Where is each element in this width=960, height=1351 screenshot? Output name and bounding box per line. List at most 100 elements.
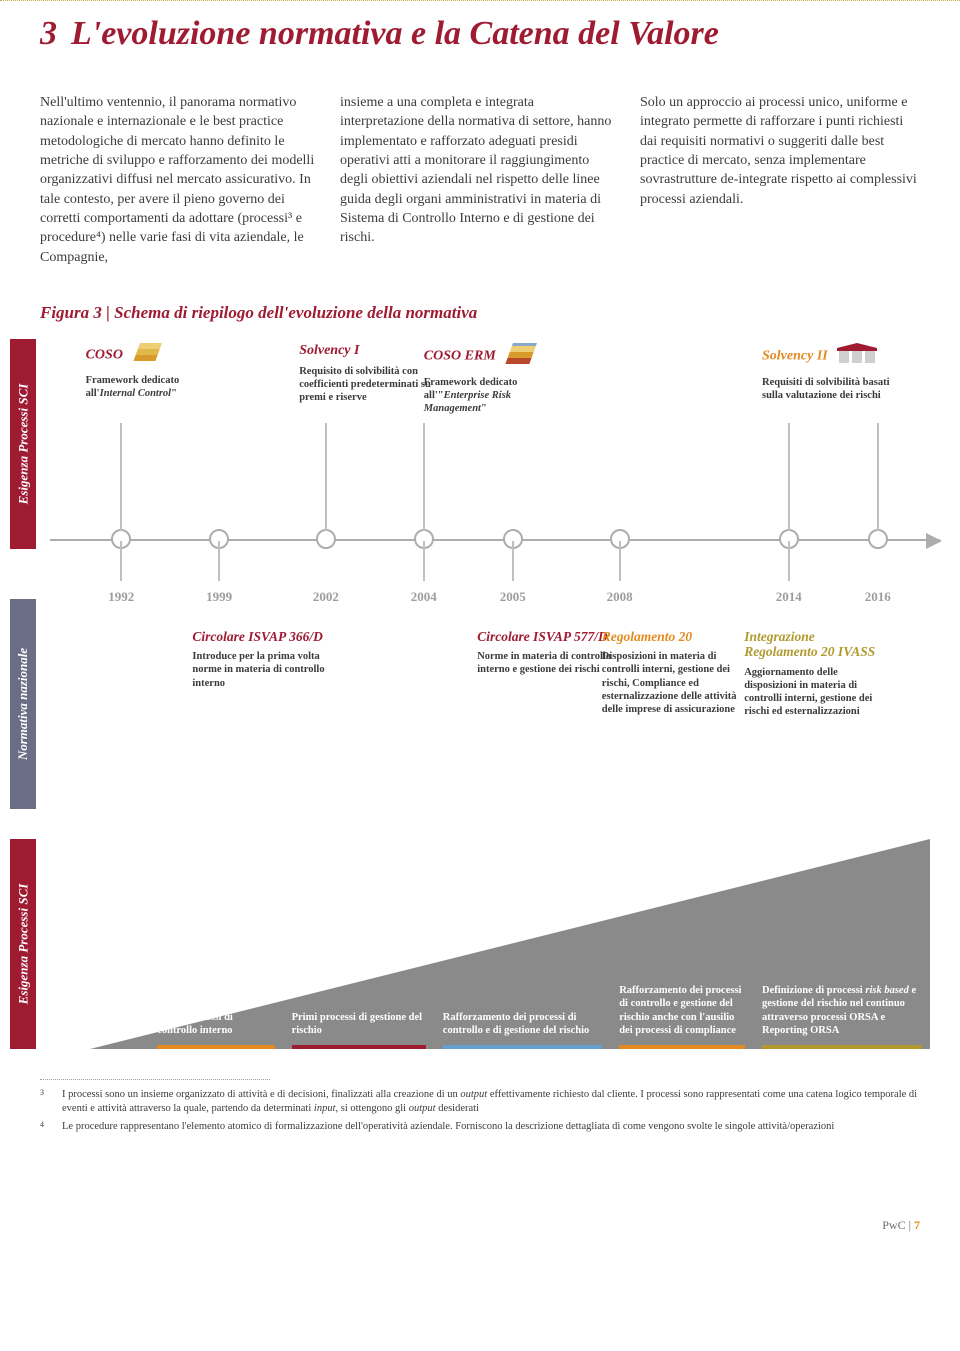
wedge-caption: Definizione di processi risk based e ges…: [762, 984, 922, 1037]
footnote-text: I processi sono un insieme organizzato d…: [62, 1088, 920, 1116]
timeline-tick: [209, 529, 229, 549]
wedge-underline: [619, 1045, 745, 1049]
side-label-top: Esigenza Processi SCI: [10, 339, 36, 549]
top-rule: [0, 0, 960, 1]
tick-stem-up: [788, 423, 790, 531]
page-title: L'evoluzione normativa e la Catena del V…: [71, 15, 719, 53]
timeline-row-international: COSO Framework dedicato all'Internal Con…: [50, 339, 940, 559]
footnote-number: 3: [40, 1088, 50, 1116]
timeline-year: 2004: [411, 589, 437, 605]
side-label-mid-text: Normativa nazionale: [15, 648, 31, 760]
top-item: COSO ERM Framework dedicato all'"Enterpr…: [424, 343, 564, 415]
footer-brand: PwC: [882, 1218, 905, 1232]
national-item: Circolare ISVAP 577/D Norme in materia di…: [477, 629, 612, 677]
top-item-title: COSO ERM: [424, 343, 564, 370]
timeline-diagram: Esigenza Processi SCI Normativa nazional…: [10, 339, 950, 1059]
timeline-tick: [610, 529, 630, 549]
side-label-bot-text: Esigenza Processi SCI: [15, 883, 31, 1004]
timeline-year: 2005: [500, 589, 526, 605]
axis-line: [50, 539, 940, 541]
national-item: Integrazione Regolamento 20 IVASS Aggiorn…: [744, 629, 879, 719]
page-title-row: 3 L'evoluzione normativa e la Catena del…: [0, 11, 960, 77]
timeline-year: 2008: [607, 589, 633, 605]
national-item: Circolare ISVAP 366/D Introduce per la pr…: [192, 629, 327, 690]
top-item-desc: Requisito di solvibilità con coefficient…: [299, 365, 439, 404]
page-footer: PwC | 7: [0, 1138, 960, 1233]
footnote-row: 4 Le procedure rappresentano l'elemento a…: [40, 1120, 920, 1134]
footnote-row: 3 I processi sono un insieme organizzato …: [40, 1088, 920, 1116]
years-row: 1992 1999 2002 2004 2005 2008 2014 2016: [50, 589, 940, 609]
top-item-title: Solvency II: [762, 343, 902, 370]
timeline-year: 2014: [776, 589, 802, 605]
tick-stem-down: [120, 541, 122, 581]
top-item-title: COSO: [86, 343, 226, 368]
timeline-year: 2002: [313, 589, 339, 605]
timeline-tick: [868, 529, 888, 549]
national-desc: Norme in materia di controllo interno e …: [477, 650, 612, 676]
timeline-year: 1999: [206, 589, 232, 605]
side-label-mid: Normativa nazionale: [10, 599, 36, 809]
tick-stem-up: [120, 423, 122, 531]
timeline-year: 1992: [108, 589, 134, 605]
wedge-underline: [157, 1045, 275, 1049]
timeline-tick: [503, 529, 523, 549]
footnotes-mount: 3 I processi sono un insieme organizzato …: [40, 1088, 920, 1135]
tick-stem-up: [325, 423, 327, 531]
timeline-tick: [316, 529, 336, 549]
national-desc: Disposizioni in materia di controlli int…: [602, 650, 737, 716]
footnotes: 3 I processi sono un insieme organizzato …: [0, 1079, 960, 1135]
national-title: Integrazione Regolamento 20 IVASS: [744, 629, 879, 660]
top-item: COSO Framework dedicato all'Internal Con…: [86, 343, 226, 400]
wedge-caption: Rafforzamento dei processi di controllo …: [619, 984, 745, 1037]
footnote-rule: [40, 1079, 270, 1080]
wedge-underline: [762, 1045, 922, 1049]
national-title: Regolamento 20: [602, 629, 737, 645]
wedge-underline: [292, 1045, 426, 1049]
tick-stem-down: [512, 541, 514, 581]
tick-stem-down: [423, 541, 425, 581]
national-desc: Introduce per la prima volta norme in ma…: [192, 650, 327, 689]
figure-caption: Figura 3 | Schema di riepilogo dell'evol…: [0, 295, 960, 339]
stack-icon: [505, 343, 541, 370]
stack-icon: [132, 343, 166, 368]
top-item: Solvency II Requisiti di solvibilità bas…: [762, 343, 902, 402]
top-item: Solvency I Requisito di solvibilità con …: [299, 343, 439, 404]
top-item-desc: Requisiti di solvibilità basati sulla va…: [762, 376, 902, 402]
timeline-row-national: Circolare ISVAP 366/D Introduce per la pr…: [50, 619, 940, 859]
building-icon: [837, 343, 877, 370]
top-item-title: Solvency I: [299, 343, 439, 359]
top-item-desc: Framework dedicato all'Internal Control": [86, 374, 226, 400]
top-item-desc: Framework dedicato all'"Enterprise Risk …: [424, 376, 564, 415]
wedge-shape: Primi processi di controllo interno Primi…: [90, 839, 930, 1049]
footnote-number: 4: [40, 1120, 50, 1134]
tick-stem-up: [423, 423, 425, 531]
axis-arrow-icon: [926, 533, 942, 549]
wedge-underline: [443, 1045, 603, 1049]
body-col-2: insieme a una completa e integrata inter…: [340, 93, 620, 267]
tick-stem-down: [788, 541, 790, 581]
national-desc: Aggiornamento delle disposizioni in mate…: [744, 666, 879, 719]
tick-stem-down: [218, 541, 220, 581]
national-item: Regolamento 20 Disposizioni in materia di…: [602, 629, 737, 716]
footer-page: 7: [914, 1218, 920, 1232]
tick-stem-up: [877, 423, 879, 531]
national-title: Circolare ISVAP 366/D: [192, 629, 327, 645]
footer-sep: |: [906, 1218, 914, 1232]
timeline-tick: [779, 529, 799, 549]
body-col-3: Solo un approccio ai processi unico, uni…: [640, 93, 920, 267]
timeline-row-wedge: Primi processi di controllo interno Primi…: [50, 839, 940, 1049]
body-columns: Nell'ultimo ventennio, il panorama norma…: [0, 77, 960, 295]
side-label-top-text: Esigenza Processi SCI: [15, 383, 31, 504]
body-col-1: Nell'ultimo ventennio, il panorama norma…: [40, 93, 320, 267]
national-title: Circolare ISVAP 577/D: [477, 629, 612, 645]
footnote-text: Le procedure rappresentano l'elemento at…: [62, 1120, 920, 1134]
timeline-tick: [414, 529, 434, 549]
wedge-caption: Rafforzamento dei processi di controllo …: [443, 1011, 603, 1037]
wedge-caption: Primi processi di controllo interno: [157, 1011, 275, 1037]
tick-stem-down: [619, 541, 621, 581]
timeline-tick: [111, 529, 131, 549]
side-label-bot: Esigenza Processi SCI: [10, 839, 36, 1049]
section-number: 3: [40, 15, 57, 53]
timeline-year: 2016: [865, 589, 891, 605]
wedge-caption: Primi processi di gestione del rischio: [292, 1011, 426, 1037]
